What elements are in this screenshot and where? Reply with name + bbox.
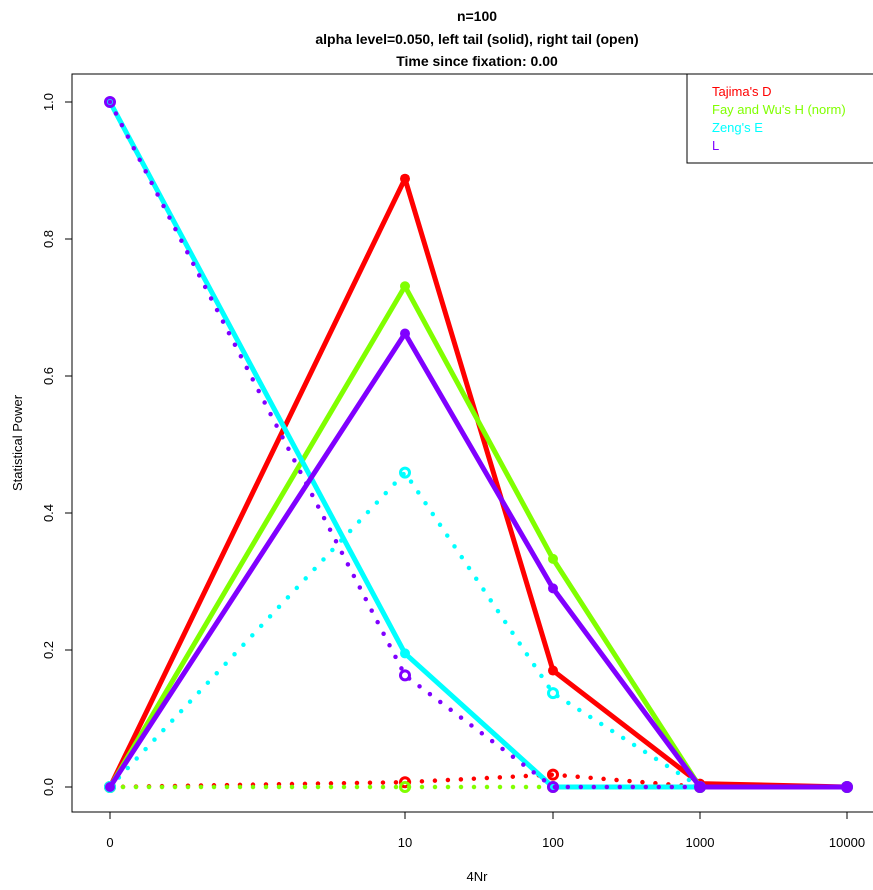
- y-tick-label: 0.8: [41, 230, 56, 248]
- chart-title: n=100 alpha level=0.050, left tail (soli…: [315, 8, 638, 69]
- x-tick-label: 10000: [829, 835, 865, 850]
- series-fay-and-wu-s-h-norm-left-tail-line: [107, 283, 847, 790]
- legend-entry-fay-wu-h: Fay and Wu's H (norm): [712, 102, 846, 117]
- x-axis-title: 4Nr: [467, 869, 489, 884]
- series-fay-and-wu-s-h-norm: [104, 281, 853, 793]
- legend-box: [686, 73, 873, 164]
- series-tajima-s-d-left-tail-point: [400, 173, 410, 184]
- series-l-left-tail-point: [842, 782, 852, 792]
- series-l-right-tail-point: [547, 781, 559, 793]
- series-zeng-s-e-right-tail-point: [547, 687, 559, 700]
- series-tajima-s-d-left-tail-point: [548, 665, 558, 676]
- title-line-2: alpha level=0.050, left tail (solid), ri…: [315, 31, 638, 47]
- title-line-3: Time since fixation: 0.00: [396, 53, 558, 69]
- series-l-left-tail-point: [400, 328, 410, 339]
- series-zeng-s-e-left-tail-line: [107, 100, 847, 790]
- series-l-right-tail-point: [399, 669, 411, 682]
- series-tajima-s-d: [104, 173, 853, 793]
- series-l-left-tail-point: [105, 782, 115, 792]
- series-fay-and-wu-s-h-norm-left-tail-point: [548, 553, 558, 564]
- series-zeng-s-e-right-tail-line: [107, 468, 850, 790]
- series-tajima-s-d-right-tail-line: [107, 772, 850, 790]
- legend-entry-zengs-e: Zeng's E: [712, 120, 763, 135]
- x-tick-label: 0: [106, 835, 113, 850]
- y-tick-label: 0.0: [41, 778, 56, 796]
- series-l-right-tail-line: [107, 99, 850, 790]
- y-tick-label: 1.0: [41, 93, 56, 111]
- legend-entry-l: L: [712, 138, 719, 153]
- x-tick-label: 100: [542, 835, 564, 850]
- y-tick-label: 0.6: [41, 367, 56, 385]
- series-zeng-s-e-right-tail-point: [399, 466, 411, 479]
- legend-entry-tajimas-d: Tajima's D: [712, 84, 772, 99]
- series-l-right-tail-point: [104, 96, 116, 108]
- y-tick-label: 0.2: [41, 641, 56, 659]
- series-zeng-s-e-left-tail-point: [400, 648, 410, 659]
- x-tick-label: 1000: [686, 835, 715, 850]
- legend: Tajima's D Fay and Wu's H (norm) Zeng's …: [686, 73, 873, 164]
- series-fay-and-wu-s-h-norm-left-tail-point: [400, 281, 410, 292]
- series-tajima-s-d-right-tail-point: [399, 776, 411, 789]
- series-layer: [104, 96, 853, 793]
- series-fay-and-wu-s-h-norm-right-tail-point: [399, 781, 411, 793]
- y-axis-title: Statistical Power: [10, 394, 25, 491]
- x-tick-label: 10: [398, 835, 412, 850]
- title-line-1: n=100: [457, 8, 497, 24]
- series-zeng-s-e: [104, 97, 853, 793]
- series-tajima-s-d-right-tail-point: [547, 768, 559, 781]
- series-l-left-tail-point: [548, 583, 558, 594]
- y-axis: 0.0 0.2 0.4 0.6 0.8 1.0: [41, 93, 73, 796]
- y-tick-label: 0.4: [41, 504, 56, 522]
- x-axis: 0 10 100 1000 10000: [106, 811, 865, 850]
- series-l-left-tail-point: [695, 782, 705, 792]
- series-tajima-s-d-left-tail-line: [107, 176, 848, 790]
- series-l: [104, 96, 853, 793]
